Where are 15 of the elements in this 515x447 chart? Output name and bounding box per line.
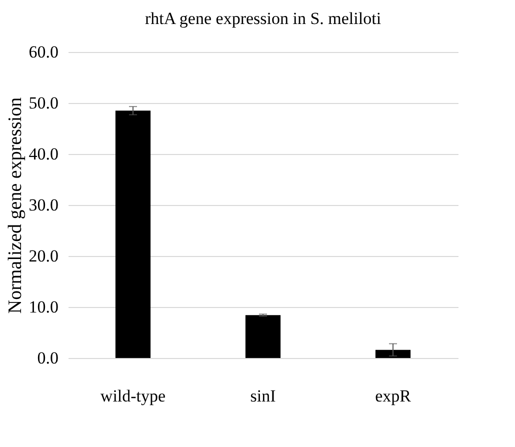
bar <box>375 350 411 358</box>
x-tick-label: wild-type <box>100 386 166 406</box>
y-tick-label: 60.0 <box>28 42 58 62</box>
x-tick-label: expR <box>375 386 412 406</box>
y-axis-title: Normalized gene expression <box>4 96 26 314</box>
chart-title: rhtA gene expression in S. meliloti <box>144 9 382 28</box>
y-tick-label: 40.0 <box>28 144 58 164</box>
x-tick-label: sinI <box>250 386 276 406</box>
bar <box>115 110 151 358</box>
y-tick-label: 50.0 <box>28 94 58 112</box>
y-tick-label: 30.0 <box>28 196 58 214</box>
y-tick-label: 20.0 <box>28 246 58 266</box>
y-tick-label: 0.0 <box>37 348 58 368</box>
bar <box>245 315 281 358</box>
y-tick-label: 10.0 <box>28 298 58 316</box>
